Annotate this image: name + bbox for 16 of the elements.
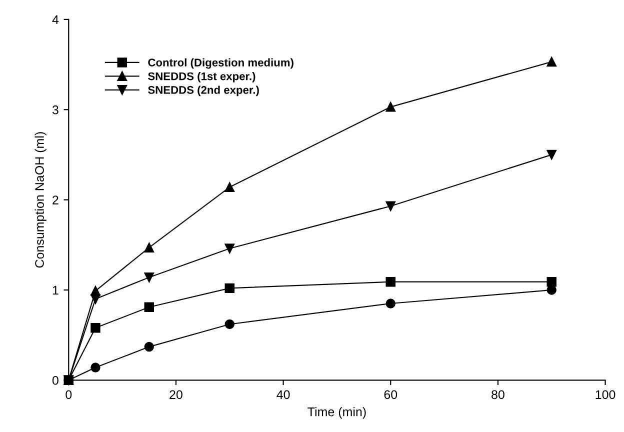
y-tick-label: 1 — [52, 286, 58, 295]
x-tick-label: 40 — [276, 390, 290, 400]
legend-label: SNEDDS (2nd exper.) — [148, 86, 259, 96]
x-tick-label: 20 — [170, 390, 182, 400]
y-tick-label: 0 — [52, 376, 58, 385]
x-tick-label: 100 — [596, 390, 616, 400]
y-axis-title: Consumption NaOH (ml) — [34, 132, 46, 268]
x-tick-label: 60 — [384, 390, 398, 400]
y-tick-label: 4 — [52, 15, 59, 24]
x-axis-title: Time (min) — [308, 407, 366, 419]
x-tick-label: 80 — [492, 390, 504, 400]
y-tick-label: 2 — [52, 196, 58, 204]
y-tick-label: 3 — [52, 105, 58, 114]
legend-label: Control (Digestion medium) — [148, 58, 294, 69]
x-tick-label: 0 — [66, 390, 72, 400]
legend-label: SNEDDS (1st exper.) — [148, 72, 256, 82]
